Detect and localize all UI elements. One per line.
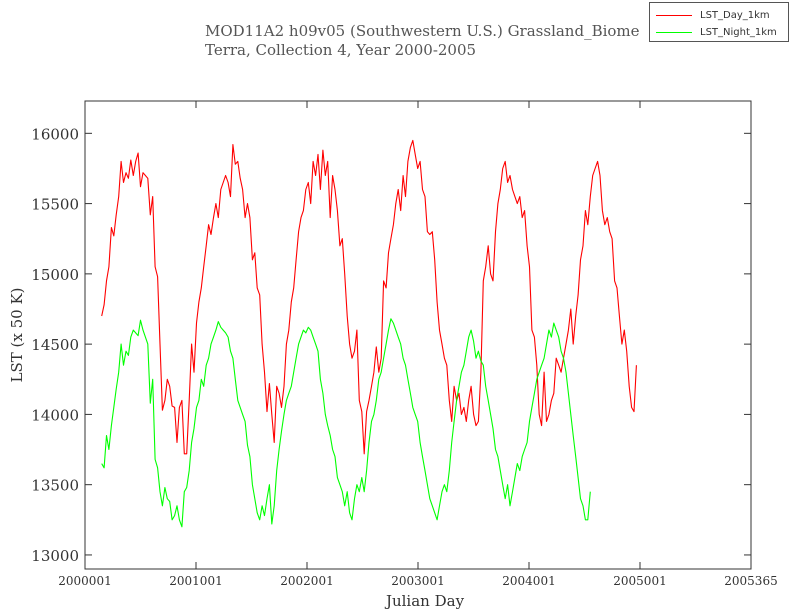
legend-item-day: LST_Day_1km [656, 8, 770, 22]
y-tick-label: 13500 [31, 477, 79, 495]
x-tick-label: 2002001 [280, 574, 333, 588]
y-tick-label: 13000 [31, 547, 79, 565]
y-tick-label: 16000 [31, 125, 79, 143]
legend-label-day: LST_Day_1km [700, 9, 770, 21]
y-axis-label: LST (x 50 K) [8, 287, 26, 382]
y-tick-label: 14500 [31, 336, 79, 354]
series-layer [101, 139, 637, 528]
x-axis-label: Julian Day [384, 592, 465, 610]
chart-title-line-1: MOD11A2 h09v05 (Southwestern U.S.) Grass… [205, 22, 640, 40]
legend: LST_Day_1km LST_Night_1km [649, 2, 789, 42]
legend-swatch-night [656, 31, 692, 33]
plot-area [84, 100, 752, 570]
y-tick-label: 15500 [31, 196, 79, 214]
x-tick-label: 2001001 [169, 574, 222, 588]
series-line-night [101, 318, 591, 528]
axes: 13000 13500 14000 14500 15000 15500 16000 20000… [31, 101, 778, 588]
y-tick-label: 15000 [31, 266, 79, 284]
x-tick-label: 2005365 [724, 574, 777, 588]
chart-subtitle: Terra, Collection 4, Year 2000-2005 [205, 41, 477, 59]
x-tick-label: 2003001 [391, 574, 444, 588]
chart-title: MOD11A2 h09v05 (Southwestern U.S.) Grass… [205, 22, 645, 60]
y-tick-label: 14000 [31, 406, 79, 424]
series-line-day [101, 139, 637, 455]
legend-swatch-day [656, 14, 692, 16]
x-tick-label: 2005001 [613, 574, 666, 588]
legend-label-night: LST_Night_1km [700, 26, 777, 38]
x-tick-label: 2000001 [58, 574, 111, 588]
x-tick-label: 2004001 [502, 574, 555, 588]
legend-item-night: LST_Night_1km [656, 25, 777, 39]
